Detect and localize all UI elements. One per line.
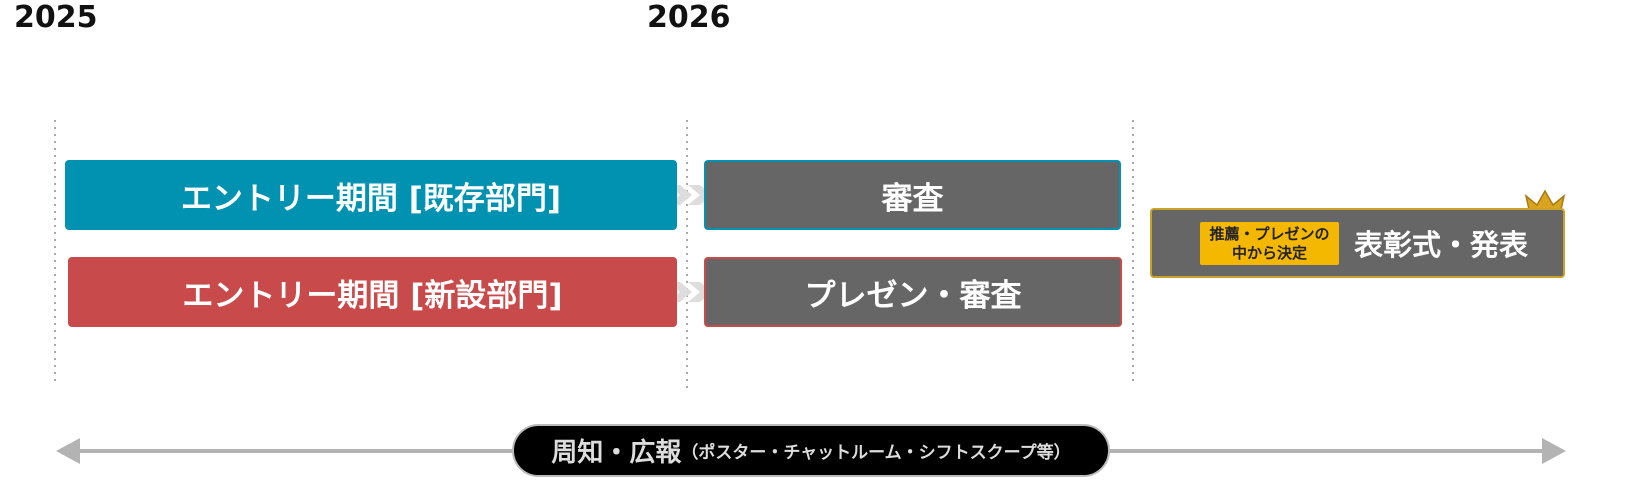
- arrow-head: [1542, 438, 1566, 464]
- arrow-head: [56, 438, 80, 464]
- phase-bar: プレゼン・審査: [704, 257, 1122, 327]
- badge-line: 推薦・プレゼンの: [1209, 224, 1330, 243]
- award-box: 推薦・プレゼンの 中から決定 表彰式・発表: [1150, 208, 1565, 278]
- year-label: 2026: [647, 0, 731, 35]
- phase-bar: エントリー期間 [既存部門]: [65, 160, 677, 230]
- promo-pill: 周知・広報 （ポスター・チャットルーム・シフトスクープ等）: [512, 424, 1110, 477]
- badge-line: 中から決定: [1231, 243, 1307, 262]
- award-badge: 推薦・プレゼンの 中から決定: [1200, 222, 1339, 265]
- phase-bar: 審査: [704, 160, 1121, 230]
- promo-note: （ポスター・チャットルーム・シフトスクープ等）: [681, 443, 1071, 463]
- promo-label: 周知・広報: [551, 438, 682, 468]
- year-label: 2025: [14, 0, 98, 35]
- phase-bar: エントリー期間 [新設部門]: [68, 257, 677, 327]
- award-label: 表彰式・発表: [1354, 228, 1529, 262]
